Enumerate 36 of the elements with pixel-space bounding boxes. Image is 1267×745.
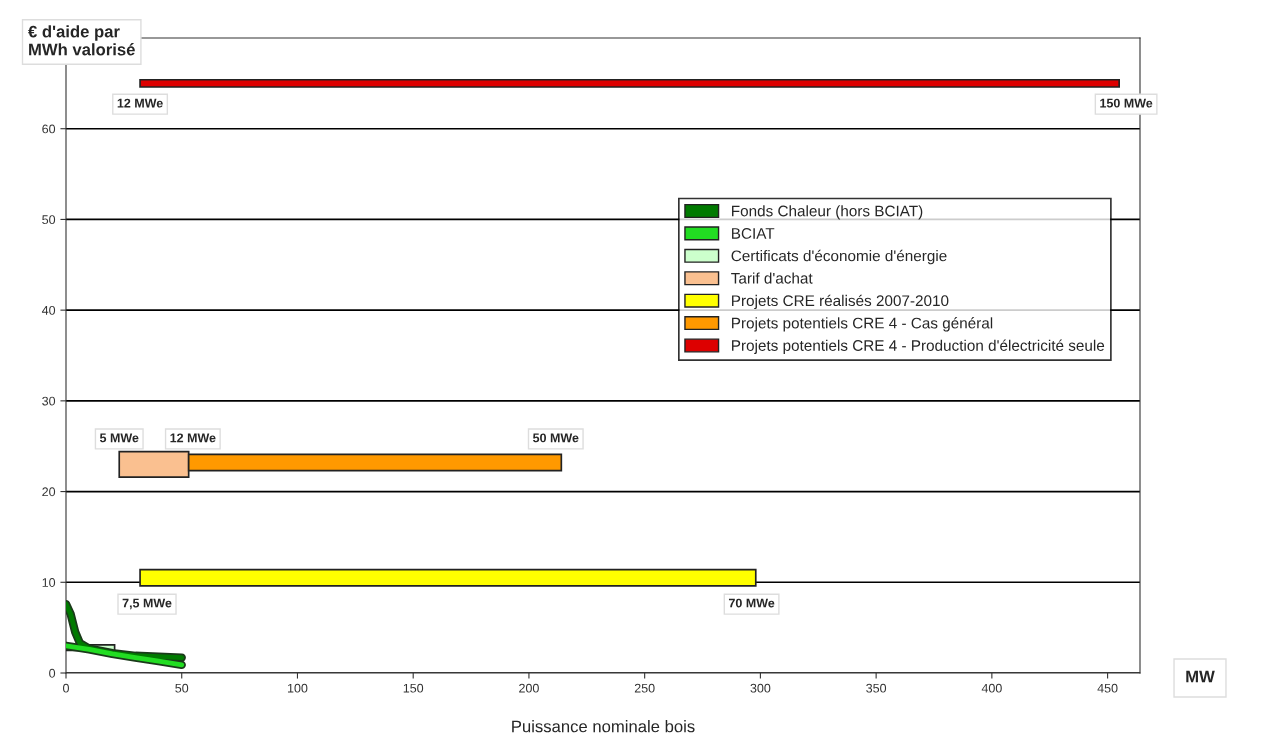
x-axis-title: Puissance nominale bois xyxy=(512,720,695,733)
annotation: 7,5 MWe xyxy=(122,598,172,610)
annotation: 5 MWe xyxy=(99,433,139,443)
legend-label: Projets potentiels CRE 4 - Cas général xyxy=(732,317,993,332)
x-tick-label: 400 xyxy=(981,683,1002,693)
annotation: 50 MWe xyxy=(533,433,579,443)
annotation: 12 MWe xyxy=(117,98,163,108)
x-tick-label: 150 xyxy=(403,683,424,693)
x-tick-label: 300 xyxy=(750,683,771,693)
x-tick-label: 200 xyxy=(519,683,539,693)
y-tick-label: 40 xyxy=(41,305,56,315)
legend-label: Tarif d'achat xyxy=(731,272,813,284)
y-axis-title: € d'aide par MWh valorisé xyxy=(28,25,135,56)
legend-label: Fonds Chaleur (hors BCIAT) xyxy=(732,205,923,220)
x-tick-label: 450 xyxy=(1097,683,1118,693)
x-tick-label: 100 xyxy=(287,683,308,693)
y-tick-label: 60 xyxy=(42,124,56,134)
legend-label: Projets CRE réalisés 2007-2010 xyxy=(732,294,949,310)
y-tick-label: 30 xyxy=(42,396,56,406)
legend-label: Projets potentiels CRE 4 - Production d'électricité seule xyxy=(732,339,1105,354)
bar xyxy=(139,568,757,587)
x-tick-label: 0 xyxy=(63,683,69,693)
annotation: 12 MWe xyxy=(170,433,216,443)
y-tick-label: 0 xyxy=(49,668,56,678)
y-tick-label: 50 xyxy=(42,215,56,225)
annotation: 70 MWe xyxy=(728,598,775,608)
x-tick-label: 250 xyxy=(634,683,655,693)
x-tick-label: 50 xyxy=(175,683,189,693)
y-tick-label: 10 xyxy=(42,578,56,587)
x-tick-label: 350 xyxy=(866,683,887,693)
y-tick-label: 20 xyxy=(42,487,56,497)
annotation: 150 MWe xyxy=(1100,98,1153,108)
legend-label: Certificats d'économie d'énergie xyxy=(731,249,947,265)
text: MW xyxy=(1186,670,1215,683)
legend-label: BCIAT xyxy=(732,228,775,239)
bar xyxy=(139,78,1121,88)
